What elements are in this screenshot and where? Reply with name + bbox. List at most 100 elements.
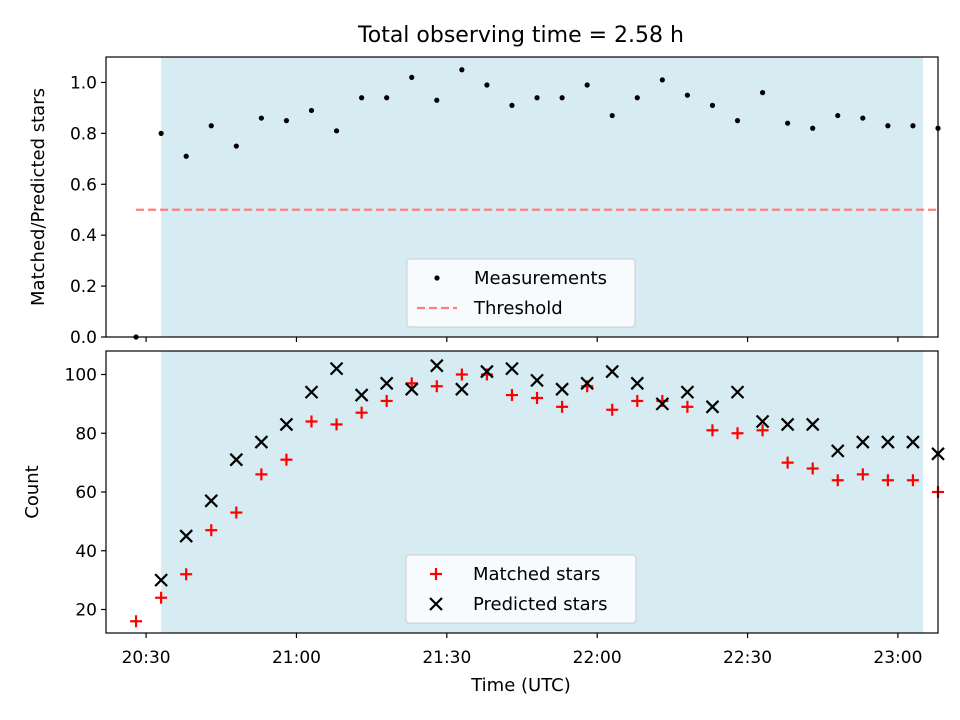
measurement-point: [258, 115, 264, 121]
measurement-point: [759, 90, 766, 96]
measurement-point: [484, 82, 490, 88]
measurement-point: [785, 120, 791, 126]
measurement-point: [158, 130, 164, 136]
predicted-stars-point: [254, 435, 269, 449]
x-tick-label: 22:00: [573, 648, 622, 668]
y-tick-label: 0.6: [70, 175, 97, 195]
matched-stars-point: [130, 615, 143, 628]
x-axis-label: Time (UTC): [470, 675, 571, 696]
predicted-stars-point: [279, 417, 294, 432]
count-panel: 20 40 60 80 100 20:30 21:00 21:30 22:00 22:30 23:…: [22, 350, 945, 668]
predicted-stars-point: [455, 382, 469, 396]
predicted-stars-point: [480, 364, 494, 379]
predicted-stars-point: [354, 388, 369, 402]
measurement-point: [910, 123, 916, 129]
x-tick-label: 20:30: [122, 648, 171, 668]
measurement-point: [684, 92, 690, 98]
y-tick-label: 40: [75, 542, 97, 562]
matched-stars-point: [906, 474, 919, 487]
matched-stars-point: [155, 591, 168, 604]
measurement-point: [308, 107, 315, 114]
measurement-point: [333, 128, 340, 134]
x-tick-label: 21:00: [272, 648, 321, 668]
predicted-stars-point: [805, 417, 820, 432]
measurement-point: [283, 118, 290, 124]
predicted-stars-point: [755, 414, 770, 429]
x-tick-label: 22:30: [723, 648, 772, 668]
matched-stars-point: [255, 468, 268, 481]
predicted-stars-point: [179, 529, 193, 543]
count-legend: Matched stars Predicted stars: [405, 554, 637, 624]
matched-stars-point: [230, 506, 243, 519]
predicted-stars-point: [655, 397, 670, 411]
predicted-stars-point: [630, 376, 645, 391]
y-tick-label: 20: [75, 601, 97, 621]
measurement-point: [584, 82, 590, 88]
x-tick-label: 21:30: [422, 648, 471, 668]
matched-stars-point: [831, 474, 844, 487]
measurement-point: [509, 102, 515, 108]
measurement-point: [434, 97, 440, 103]
y-tick-label: 0.2: [70, 277, 97, 297]
measurement-point: [183, 153, 189, 159]
matched-stars-point: [430, 380, 443, 393]
matched-stars-point: [756, 424, 769, 437]
measurement-point: [734, 118, 741, 124]
measurement-point: [409, 74, 415, 80]
matched-stars-point: [706, 424, 719, 437]
measurement-point: [810, 125, 816, 131]
matched-stars-point: [781, 456, 794, 469]
figure-title: Total observing time = 2.58 h: [357, 23, 684, 48]
measurement-point: [659, 77, 665, 83]
predicted-stars-point: [329, 361, 344, 376]
ratio-axes-frame: [105, 56, 939, 338]
matched-stars-point: [505, 389, 518, 402]
legend-marker-measurements: [434, 275, 440, 281]
predicted-stars-point: [830, 444, 845, 458]
predicted-stars-point: [555, 382, 569, 396]
matched-stars-point: [606, 403, 619, 416]
legend-label-threshold: Threshold: [473, 298, 563, 319]
measurement-point: [233, 143, 239, 149]
predicted-stars-point: [705, 400, 720, 414]
predicted-stars-point: [881, 435, 895, 449]
y-tick-label: 0.4: [70, 226, 97, 246]
matched-stars-point: [205, 524, 218, 537]
predicted-stars-point: [154, 573, 168, 587]
matched-stars-point: [556, 400, 569, 413]
count-y-axis-label: Count: [22, 465, 43, 518]
y-tick-label: 60: [75, 483, 97, 503]
y-tick-label: 80: [75, 424, 97, 444]
predicted-stars-point: [680, 385, 695, 399]
y-tick-label: 1.0: [70, 73, 97, 93]
measurement-point: [384, 95, 390, 101]
ratio-legend: Measurements Threshold: [406, 258, 636, 328]
measurement-point: [835, 112, 841, 119]
matched-stars-point: [856, 468, 869, 481]
measurement-point: [860, 115, 866, 121]
matched-stars-point: [330, 418, 343, 431]
x-tick-label: 23:00: [873, 648, 922, 668]
ratio-y-ticks: 0.0 0.2 0.4 0.6 0.8 1.0: [70, 73, 106, 348]
matched-stars-point: [280, 453, 293, 466]
ratio-x-ticks: [145, 337, 899, 342]
matched-stars-point: [731, 427, 744, 440]
ratio-y-axis-label: Matched/Predicted stars: [28, 88, 49, 306]
measurement-point: [359, 95, 365, 101]
measurement-point: [634, 95, 640, 101]
legend-marker-predicted: [429, 597, 443, 611]
y-tick-label: 100: [65, 366, 97, 386]
ratio-legend-box: [406, 258, 636, 328]
count-y-ticks: 20 40 60 80 100: [65, 366, 106, 621]
predicted-stars-point: [906, 435, 920, 449]
count-x-ticks: 20:30 21:00 21:30 22:00 22:30 23:00: [122, 633, 922, 668]
predicted-stars-point: [379, 376, 394, 391]
measurement-point: [709, 102, 716, 108]
y-tick-label: 0.0: [70, 328, 97, 348]
predicted-stars-point: [530, 373, 544, 388]
matched-stars-point: [881, 474, 894, 487]
matched-stars-point: [806, 462, 819, 475]
predicted-stars-point: [780, 417, 795, 432]
matched-stars-point: [355, 406, 368, 419]
